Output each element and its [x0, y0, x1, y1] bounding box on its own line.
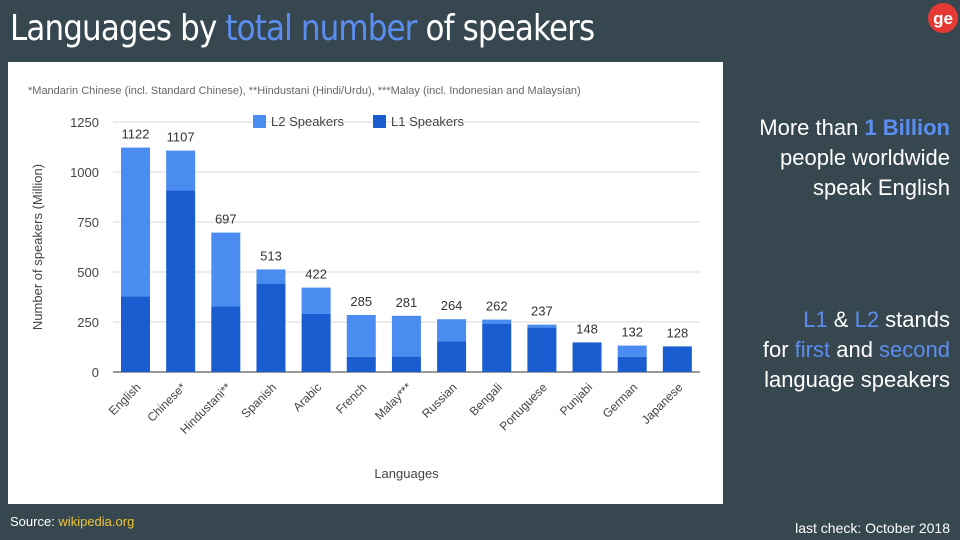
bar-l1 [572, 342, 602, 372]
bar-l2 [256, 269, 286, 284]
note1-line3: speak English [813, 175, 950, 200]
x-tick-label: French [333, 380, 369, 416]
x-tick-label: Chinese* [144, 380, 189, 425]
note2-l1: L1 [803, 307, 828, 332]
bar-l1 [391, 356, 421, 372]
title-highlight: total number [225, 8, 417, 49]
x-tick-label: Portuguese [497, 380, 551, 434]
data-label: 285 [350, 294, 372, 309]
bar-l2 [166, 150, 196, 191]
bar-l2 [527, 324, 557, 328]
y-tick-label: 250 [77, 315, 99, 330]
bar-l1 [662, 346, 692, 372]
bar-l2 [121, 147, 150, 297]
legend-label: L2 Speakers [271, 114, 344, 129]
l1-l2-note: L1 & L2 stands for first and second lang… [720, 305, 950, 395]
legend-label: L1 Speakers [391, 114, 464, 129]
bar-l2 [346, 315, 376, 357]
data-label: 132 [621, 325, 643, 340]
note2-line3: language speakers [764, 367, 950, 392]
data-label: 264 [441, 298, 463, 313]
chart-footnote: *Mandarin Chinese (incl. Standard Chines… [28, 85, 581, 97]
y-tick-label: 1000 [70, 165, 99, 180]
legend-swatch [373, 115, 386, 128]
bar-l1 [346, 356, 376, 372]
bar-l2 [301, 287, 331, 314]
bar-l2 [437, 319, 467, 342]
note2-second: second [879, 337, 950, 362]
x-tick-label: Russian [419, 380, 460, 421]
x-axis-label: Languages [374, 466, 439, 481]
note2-l2: L2 [854, 307, 880, 332]
x-tick-label: Arabic [290, 380, 324, 414]
y-tick-label: 750 [77, 215, 99, 230]
data-label: 513 [260, 248, 282, 263]
data-label: 1122 [122, 127, 150, 142]
y-tick-label: 1250 [70, 115, 99, 130]
chart-panel: *Mandarin Chinese (incl. Standard Chines… [8, 62, 723, 504]
data-label: 237 [531, 304, 553, 319]
title-part-2: of speakers [416, 8, 596, 49]
y-axis-label: Number of speakers (Million) [30, 164, 45, 330]
x-tick-label: Japanese [639, 380, 686, 427]
page-title: Languages by total number of speakers [10, 8, 596, 49]
legend-swatch [253, 115, 266, 128]
y-tick-label: 500 [77, 265, 99, 280]
bar-l1 [301, 314, 331, 372]
note2-and: and [830, 337, 880, 362]
bar-l1 [166, 190, 196, 372]
bar-l1 [256, 283, 286, 372]
x-tick-label: Malay*** [372, 380, 415, 423]
bar-l2 [211, 232, 241, 307]
note2-first: first [794, 337, 831, 362]
bar-l1 [121, 296, 150, 372]
note1-line2: people worldwide [780, 145, 950, 170]
x-tick-label: German [600, 380, 641, 421]
data-label: 1107 [167, 130, 195, 145]
x-tick-label: Bengali [467, 380, 505, 418]
bar-chart: *Mandarin Chinese (incl. Standard Chines… [28, 85, 700, 481]
data-label: 128 [666, 325, 688, 340]
y-tick-label: 0 [92, 365, 99, 380]
bar-l1 [617, 356, 647, 372]
note1-pre: More than [759, 115, 865, 140]
data-label: 281 [396, 295, 418, 310]
data-label: 262 [486, 299, 508, 314]
data-label: 697 [215, 212, 237, 227]
bar-l1 [527, 327, 557, 372]
x-tick-label: Spanish [239, 380, 280, 421]
source-label: Source: [10, 514, 59, 529]
last-check-date: last check: October 2018 [795, 520, 950, 536]
bar-l1 [437, 341, 467, 372]
data-label: 148 [576, 321, 598, 336]
logo-text: ge [933, 9, 953, 28]
note2-stands: stands [879, 307, 950, 332]
x-tick-label: English [106, 380, 144, 418]
data-label: 422 [305, 267, 327, 282]
note2-amp: & [827, 307, 855, 332]
bar-l1 [211, 306, 241, 372]
title-part-1: Languages by [10, 8, 226, 49]
bar-l2 [391, 315, 421, 357]
x-tick-label: Punjabi [557, 380, 595, 418]
bar-l2 [482, 319, 512, 324]
source-link[interactable]: wikipedia.org [58, 514, 135, 529]
bar-l1 [482, 323, 512, 372]
source-credit: Source: wikipedia.org [10, 514, 134, 529]
note1-highlight: 1 Billion [864, 115, 950, 140]
bar-l2 [617, 345, 647, 357]
ge-logo-icon: ge [928, 3, 958, 33]
note2-for: for [762, 337, 795, 362]
english-note: More than 1 Billion people worldwide spe… [720, 113, 950, 203]
